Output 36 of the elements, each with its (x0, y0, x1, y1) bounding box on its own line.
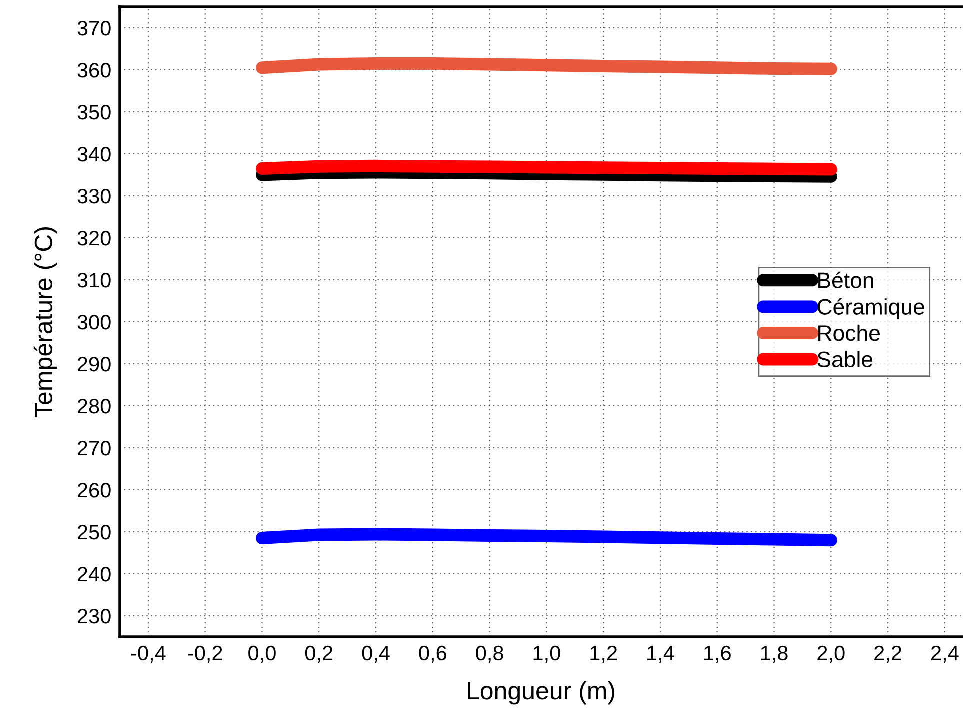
x-tick-label: 0,8 (476, 646, 504, 664)
legend-label: Roche (818, 324, 880, 342)
y-tick-label: 310 (78, 273, 111, 288)
legend-label: Béton (818, 272, 874, 288)
y-tick-label: 330 (78, 189, 111, 204)
x-tick-label: 1,6 (704, 646, 731, 664)
y-tick-label: 240 (78, 567, 111, 582)
y-tick-label: 320 (78, 231, 111, 246)
x-tick-label: 0,4 (362, 646, 390, 664)
y-tick-label: 360 (78, 63, 111, 78)
x-tick-label: 1,0 (534, 646, 560, 664)
x-tick-label: -0,4 (131, 646, 166, 664)
y-tick-label: 270 (78, 441, 111, 456)
x-tick-label: 0,2 (305, 646, 333, 664)
x-tick-label: 1,2 (590, 646, 618, 664)
x-tick-label: 2,2 (874, 646, 902, 664)
y-tick-label: 350 (78, 105, 111, 120)
x-tick-label: -0,2 (188, 646, 222, 664)
y-tick-label: 300 (78, 315, 111, 330)
x-tick-label: 2,0 (818, 646, 845, 664)
legend-label: Sable (818, 351, 873, 368)
x-tick-label: 0,0 (248, 646, 276, 664)
y-tick-label: 340 (78, 147, 111, 162)
y-tick-label: 290 (78, 357, 111, 372)
y-tick-label: 250 (78, 525, 111, 540)
x-tick-label: 1,4 (648, 646, 674, 664)
x-tick-label: 2,4 (932, 646, 959, 664)
y-tick-label: 230 (78, 609, 111, 624)
y-tick-label: 280 (78, 399, 111, 414)
x-tick-label: 0,6 (419, 646, 446, 664)
x-axis-title: Longueur (m) (468, 681, 614, 705)
y-tick-label: 370 (78, 21, 111, 36)
x-tick-label: 1,8 (761, 646, 788, 664)
legend-label: Céramique (818, 298, 924, 320)
y-axis-title: Température (°C) (34, 228, 58, 418)
y-tick-label: 260 (78, 483, 111, 498)
